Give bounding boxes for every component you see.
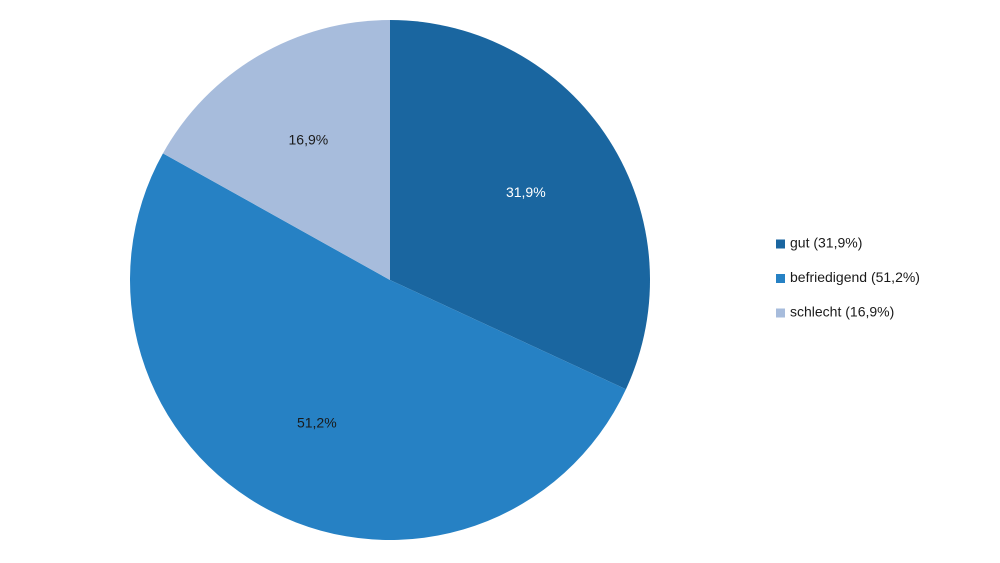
legend-swatch bbox=[776, 308, 785, 318]
legend-swatch bbox=[776, 239, 785, 249]
data-label: 51,2% bbox=[297, 414, 337, 430]
pie-slice bbox=[162, 20, 390, 280]
pie-slice bbox=[390, 20, 650, 390]
data-label: 16,9% bbox=[289, 132, 329, 148]
legend-label: befriedigend (51,2%) bbox=[790, 269, 920, 285]
legend-label: gut (31,9%) bbox=[790, 235, 862, 251]
data-label: 31,9% bbox=[506, 184, 546, 200]
legend-label: schlecht (16,9%) bbox=[790, 304, 894, 320]
pie-slice bbox=[129, 153, 626, 541]
legend-swatch bbox=[776, 274, 785, 283]
